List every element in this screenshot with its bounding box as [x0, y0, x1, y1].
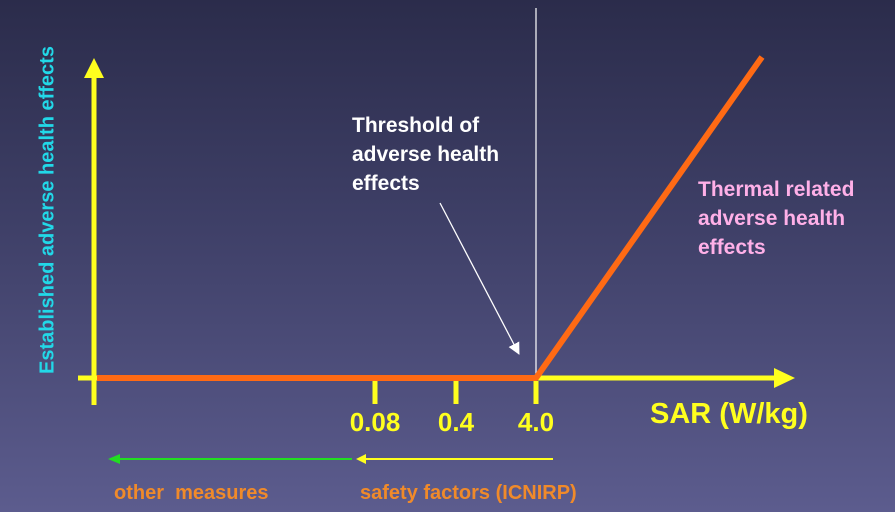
tick-label-0-4: 0.4 — [437, 407, 475, 437]
threshold-pointer-arrow — [439, 202, 520, 355]
y-axis-label: Established adverse health effects — [36, 46, 59, 374]
threshold-annotation-line-2: adverse health — [352, 143, 500, 166]
thermal-annotation-line-2: adverse health — [698, 207, 846, 230]
x-axis-arrowhead — [774, 368, 795, 388]
thermal-annotation: Thermal related adverse health effects — [698, 175, 854, 262]
x-axis-label: SAR (W/kg) — [650, 398, 808, 430]
safety-factors-label: safety factors (ICNIRP) — [360, 482, 577, 504]
thermal-annotation-line-3: effects — [698, 236, 766, 259]
tick-label-4-0: 4.0 — [517, 407, 555, 437]
thermal-annotation-line-1: Thermal related — [698, 178, 855, 201]
response-line — [97, 55, 765, 381]
threshold-annotation-line-3: effects — [352, 172, 420, 195]
tick-label-0-08: 0.08 — [349, 407, 401, 437]
threshold-annotation: Threshold of adverse health effects — [352, 111, 499, 198]
threshold-annotation-line-1: Threshold of — [352, 114, 480, 137]
y-axis-arrowhead — [84, 58, 104, 78]
other-measures-label: other measures — [114, 482, 269, 504]
